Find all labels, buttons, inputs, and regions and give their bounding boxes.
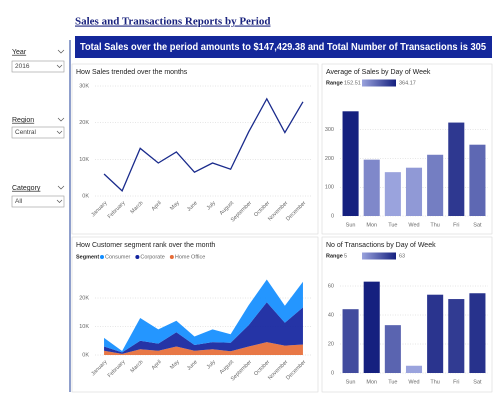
x-tick-label: Wed <box>408 379 419 385</box>
legend-gradient <box>362 252 396 260</box>
x-tick-label: Mon <box>366 379 377 385</box>
legend-title: Segment <box>76 254 99 260</box>
x-tick-label: July <box>206 200 217 211</box>
x-tick-label: Sun <box>346 222 356 228</box>
legend-min: 152.51 <box>344 80 361 86</box>
bar <box>427 294 444 373</box>
bar <box>448 122 465 216</box>
region-slicer[interactable]: Region Central <box>11 117 65 139</box>
bar <box>448 299 465 373</box>
legend-marker <box>100 255 104 259</box>
legend-min: 5 <box>344 253 347 259</box>
x-tick-label: Thu <box>430 222 439 228</box>
y-tick-label: 60 <box>328 283 334 289</box>
category-slicer[interactable]: Category All <box>11 185 65 208</box>
panel-border <box>71 63 319 235</box>
slicer-value: 2016 <box>15 63 30 70</box>
legend-max: 364.17 <box>399 80 416 86</box>
x-tick-label: Sun <box>346 379 356 385</box>
x-tick-label: Thu <box>430 379 439 385</box>
legend-title: Range <box>326 253 343 259</box>
legend-marker <box>169 255 174 259</box>
dropdown[interactable] <box>11 195 65 208</box>
y-tick-label: 0K <box>82 352 89 358</box>
bar <box>405 167 423 216</box>
chevron <box>57 49 65 54</box>
x-tick-label: Wed <box>408 222 419 228</box>
chart-panel: Average of Sales by Day of Week 0 100 200 30… <box>321 63 493 235</box>
slicer-value: All <box>15 198 23 205</box>
x-tick-label: Tue <box>388 222 397 228</box>
y-tick-label: 10K <box>79 157 89 163</box>
x-tick-label: Sat <box>473 222 482 228</box>
y-tick-label: 40 <box>328 312 334 318</box>
legend-gradient <box>362 79 396 87</box>
dropdown[interactable] <box>11 60 65 73</box>
bar <box>363 281 380 373</box>
y-tick-label: 10K <box>79 324 89 330</box>
legend-marker <box>135 255 140 259</box>
x-tick-label: Fri <box>453 379 459 385</box>
chart-title: How Sales trended over the months <box>76 69 188 76</box>
slicer-value: Central <box>15 129 37 136</box>
slicer-label: Region <box>12 117 34 124</box>
y-tick-label: 200 <box>325 156 334 162</box>
y-tick-label: 300 <box>325 127 334 133</box>
x-tick-label: Mon <box>366 222 377 228</box>
y-tick-label: 20K <box>79 295 89 301</box>
bar <box>469 144 486 216</box>
y-tick-label: 0K <box>82 193 89 199</box>
x-tick-label: May <box>169 200 181 212</box>
y-tick-label: 30K <box>79 83 89 89</box>
bar <box>469 293 486 373</box>
legend-label: Consumer <box>105 254 131 260</box>
bar <box>405 365 423 373</box>
chart-title: No of Transactions by Day of Week <box>326 242 436 249</box>
dropdown[interactable] <box>11 126 65 139</box>
banner-text: Total Sales over the period amounts to $… <box>80 42 486 53</box>
chevron <box>57 117 65 122</box>
y-tick-label: 100 <box>325 185 334 191</box>
sales-line <box>103 97 304 192</box>
x-tick-label: Sat <box>473 379 482 385</box>
segment-area <box>104 342 303 355</box>
x-tick-label: Fri <box>453 222 459 228</box>
y-tick-label: 20 <box>328 341 334 347</box>
bar <box>342 309 359 373</box>
chart-panel: How Sales trended over the months 0K 10K 20… <box>71 63 319 235</box>
y-tick-label: 0 <box>331 370 334 376</box>
legend-label: Corporate <box>140 254 164 260</box>
bar <box>384 325 401 373</box>
banner <box>75 36 492 58</box>
x-tick-label: Tue <box>388 379 397 385</box>
bar <box>427 154 444 216</box>
chart-panel: No of Transactions by Day of Week 0 20 40 60… <box>321 236 493 393</box>
report-title: Sales and Transactions Reports by Period <box>75 16 270 28</box>
x-tick-label: July <box>206 359 217 370</box>
chevron <box>56 64 63 68</box>
x-tick-label: May <box>169 359 181 371</box>
chart-title: How Customer segment rank over the month <box>76 242 215 249</box>
year-slicer[interactable]: Year 2016 <box>11 49 65 73</box>
chevron <box>56 199 63 203</box>
y-tick-label: 0 <box>331 213 334 219</box>
y-tick-label: 20K <box>79 120 89 126</box>
bar <box>363 159 380 216</box>
legend-title: Range <box>326 80 343 86</box>
chevron <box>57 185 65 190</box>
bar <box>384 172 401 216</box>
chevron <box>56 130 63 134</box>
slicer-label: Category <box>12 185 41 192</box>
segment-area <box>104 302 303 354</box>
segment-area <box>104 279 303 353</box>
chart-title: Average of Sales by Day of Week <box>326 69 431 76</box>
bar <box>342 111 359 216</box>
slicer-label: Year <box>12 49 27 56</box>
legend-max: 63 <box>399 253 405 259</box>
legend-label: Home Office <box>175 254 205 260</box>
chart-panel: How Customer segment rank over the month… <box>71 236 319 393</box>
